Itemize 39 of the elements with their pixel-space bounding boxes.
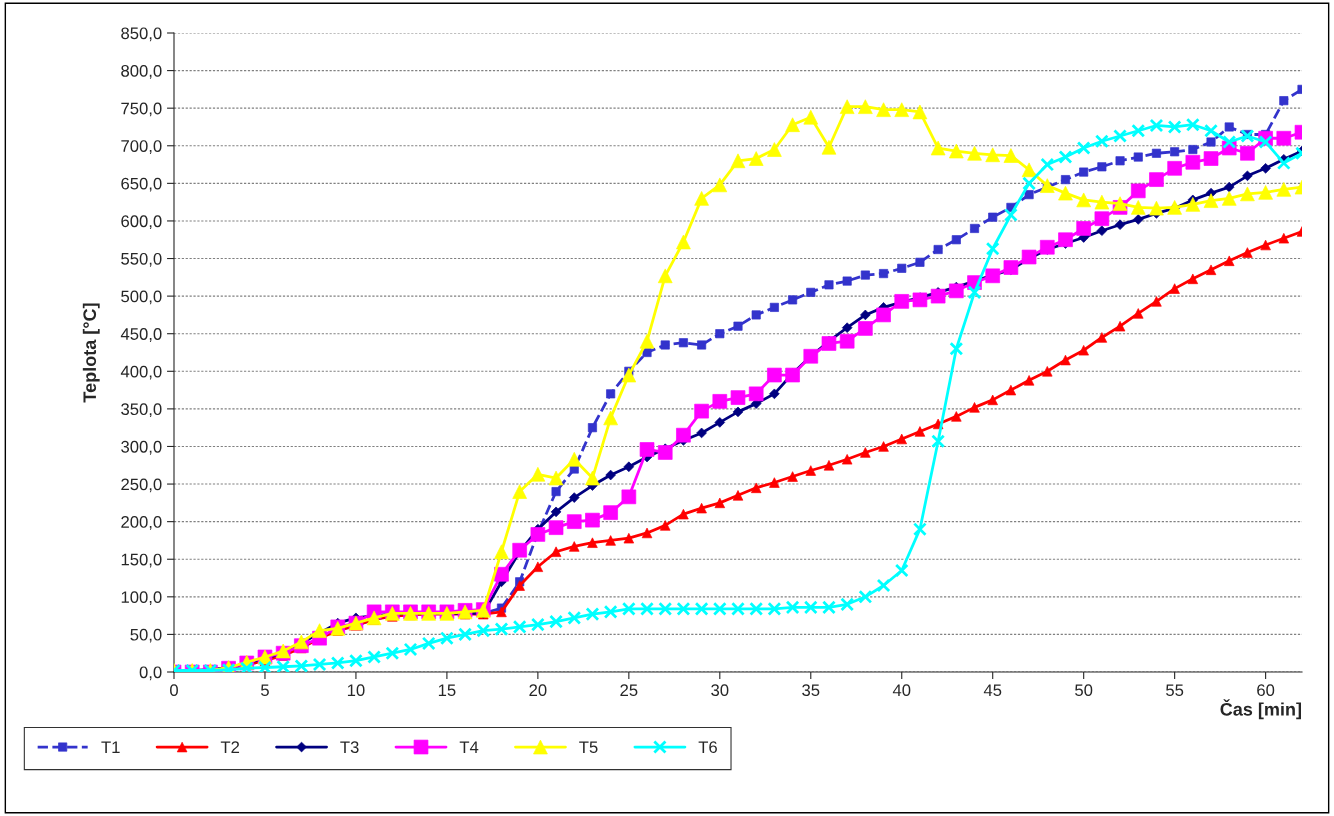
x-tick-label: 50 bbox=[1075, 684, 1093, 697]
x-tick-label: 35 bbox=[802, 684, 820, 697]
x-tick-label: 45 bbox=[983, 684, 1002, 697]
x-tick-label: 60 bbox=[1257, 684, 1275, 697]
x-tick-label: 15 bbox=[438, 684, 456, 697]
y-tick-label: 800,0 bbox=[121, 64, 162, 79]
y-tick-label: 100,0 bbox=[121, 591, 162, 605]
y-tick-label: 550,0 bbox=[121, 252, 162, 267]
y-axis-title: Teplota [°C] bbox=[82, 303, 100, 403]
y-tick-label: 850,0 bbox=[121, 27, 162, 42]
legend-label: T2 bbox=[220, 741, 240, 753]
y-tick-label: 400,0 bbox=[120, 365, 162, 380]
x-tick-label: 5 bbox=[261, 684, 269, 697]
y-tick-label: 300,0 bbox=[121, 440, 162, 455]
y-tick-label: 200,0 bbox=[121, 516, 162, 530]
x-tick-label: 20 bbox=[529, 684, 547, 697]
legend-label: T1 bbox=[101, 741, 120, 753]
x-tick-label: 0 bbox=[170, 684, 178, 697]
x-tick-label: 30 bbox=[711, 684, 729, 697]
y-tick-label: 150,0 bbox=[121, 553, 162, 568]
x-tick-label: 55 bbox=[1166, 684, 1184, 697]
x-tick-label: 10 bbox=[347, 684, 365, 697]
legend-label: T3 bbox=[340, 741, 359, 754]
y-tick-label: 700,0 bbox=[121, 140, 162, 154]
y-tick-label: 250,0 bbox=[121, 478, 162, 493]
legend-label: T5 bbox=[579, 741, 598, 754]
y-tick-label: 0,0 bbox=[139, 666, 162, 681]
y-tick-label: 450,0 bbox=[120, 328, 162, 342]
y-tick-label: 750,0 bbox=[121, 102, 162, 117]
x-tick-label: 25 bbox=[620, 684, 638, 697]
y-tick-label: 600,0 bbox=[121, 215, 162, 230]
y-tick-label: 500,0 bbox=[121, 290, 162, 305]
y-tick-label: 350,0 bbox=[121, 403, 162, 418]
legend-label: T6 bbox=[698, 741, 717, 754]
y-tick-label: 650,0 bbox=[121, 177, 162, 192]
x-tick-label: 40 bbox=[892, 684, 911, 697]
legend-label: T4 bbox=[459, 741, 479, 753]
y-tick-label: 50,0 bbox=[130, 628, 162, 643]
x-axis-title: Čas [min] bbox=[1220, 699, 1301, 720]
